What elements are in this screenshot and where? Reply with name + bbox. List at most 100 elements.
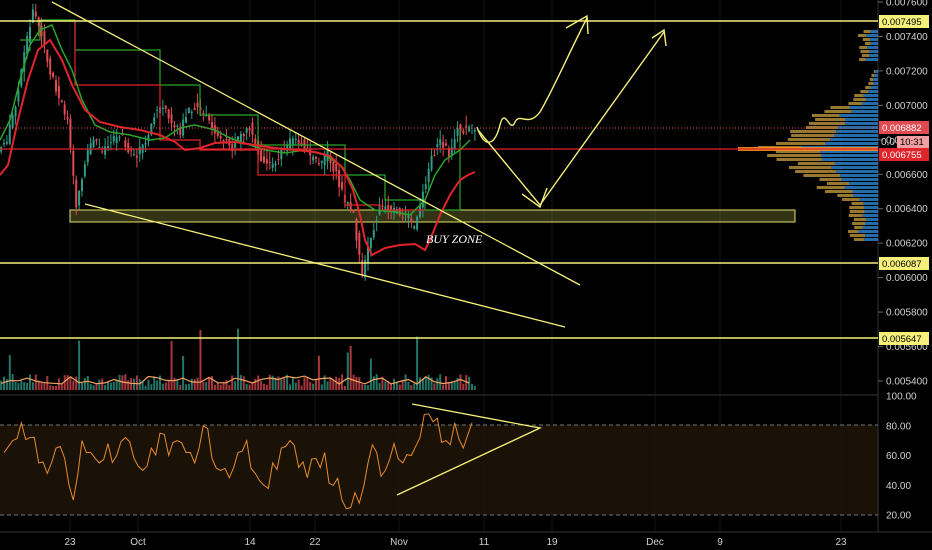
volume-bar xyxy=(78,340,81,390)
candle xyxy=(355,217,358,249)
candle xyxy=(69,114,72,154)
volume-bar xyxy=(433,383,436,390)
vp-bar-down xyxy=(776,158,823,161)
candle xyxy=(57,76,60,106)
volume-bar xyxy=(237,328,239,390)
vp-bar-down xyxy=(776,142,826,145)
volume-bar xyxy=(109,382,112,390)
projection-arrow-bullish[interactable] xyxy=(476,17,588,143)
green-ma-line xyxy=(0,24,471,216)
volume-bar xyxy=(8,354,11,390)
volume-bar xyxy=(268,374,271,390)
vp-bar-down xyxy=(853,238,865,241)
volume-bar xyxy=(196,377,199,390)
vp-bar-down xyxy=(816,186,845,189)
vp-bar-down xyxy=(861,54,870,57)
vp-bar-up xyxy=(858,230,878,233)
svg-text:0.006755: 0.006755 xyxy=(882,150,922,161)
vp-bar-up xyxy=(866,34,878,37)
svg-text:0.0: 0.0 xyxy=(881,137,895,148)
candle xyxy=(31,3,34,24)
price-tick-label: 0.006400 xyxy=(886,204,928,215)
rsi-tick-label: 40.00 xyxy=(886,481,911,492)
volume-bar xyxy=(427,374,430,390)
candle xyxy=(419,199,421,219)
volume-bar xyxy=(75,376,78,390)
volume-bar xyxy=(329,378,332,390)
volume-bar xyxy=(216,383,219,390)
vp-bar-down xyxy=(859,46,868,49)
volume-bar xyxy=(185,384,187,390)
candle xyxy=(471,124,473,135)
volume-bar xyxy=(398,384,401,390)
volume-bar xyxy=(260,380,263,390)
rsi-triangle[interactable] xyxy=(396,403,543,496)
vp-bar-down xyxy=(826,182,850,185)
candle xyxy=(150,123,153,137)
volume-bar xyxy=(239,374,242,390)
buy-zone-box[interactable] xyxy=(69,209,796,223)
volume-bar xyxy=(364,384,367,390)
volume-bar xyxy=(320,384,323,390)
candle xyxy=(72,144,75,185)
volume-bar xyxy=(135,375,138,390)
candle xyxy=(416,215,419,232)
candle xyxy=(433,148,436,157)
volume-bar xyxy=(315,379,317,390)
volume-bar xyxy=(303,377,306,390)
candle xyxy=(398,206,401,217)
vp-bar-up xyxy=(865,234,878,237)
volume-bar xyxy=(40,382,43,390)
vp-bar-down xyxy=(808,122,846,125)
candle xyxy=(164,105,167,114)
volume-bar xyxy=(63,375,66,390)
volume-bar xyxy=(395,381,398,390)
candle xyxy=(222,139,225,149)
candle xyxy=(118,135,121,142)
rsi-band xyxy=(0,425,878,515)
vp-bar-up xyxy=(825,142,878,145)
candle xyxy=(196,93,199,114)
vp-bar-up xyxy=(866,218,878,221)
price-tick-label: 0.007000 xyxy=(886,101,928,112)
volume-bar xyxy=(89,384,92,390)
vp-bar-down xyxy=(788,166,832,169)
candle xyxy=(401,208,404,223)
volume-bar xyxy=(3,376,5,390)
candle xyxy=(231,136,234,159)
volume-bar xyxy=(271,375,274,390)
candle xyxy=(127,138,130,154)
descending-trendline-upper[interactable] xyxy=(51,1,581,286)
volume-ma-line xyxy=(0,375,470,385)
volume-bar xyxy=(202,381,205,390)
candle xyxy=(46,49,49,68)
volume-bar xyxy=(401,379,404,390)
candle xyxy=(211,113,213,136)
descending-trendline-lower[interactable] xyxy=(84,203,566,328)
candle xyxy=(358,230,361,264)
buy-zone-label: BUY ZONE xyxy=(426,232,483,246)
volume-bar xyxy=(182,355,185,390)
volume-bar xyxy=(234,381,237,390)
vp-bar-up xyxy=(840,174,878,177)
volume-bar xyxy=(251,381,254,390)
vp-bar-down xyxy=(819,178,842,181)
vp-bar-up xyxy=(849,182,878,185)
price-axis: 0.0076000.0074000.0072000.0070000.006800… xyxy=(878,0,928,388)
volume-bar xyxy=(286,374,289,390)
price-tick: 0.007600 xyxy=(878,0,928,9)
volume-bar xyxy=(312,383,315,390)
vp-bar-down xyxy=(815,118,846,121)
vp-bar-up xyxy=(822,158,878,161)
volume-bar xyxy=(323,375,326,390)
volume-bar xyxy=(170,341,173,390)
volume-bar xyxy=(213,384,216,390)
volume-bar xyxy=(317,355,320,390)
vp-bar-down xyxy=(775,150,821,153)
volume-bar xyxy=(439,374,442,390)
price-tick: 0.006200 xyxy=(878,239,928,250)
volume-bar xyxy=(245,384,248,390)
volume-bar xyxy=(144,385,147,390)
volume-bar xyxy=(335,376,338,390)
